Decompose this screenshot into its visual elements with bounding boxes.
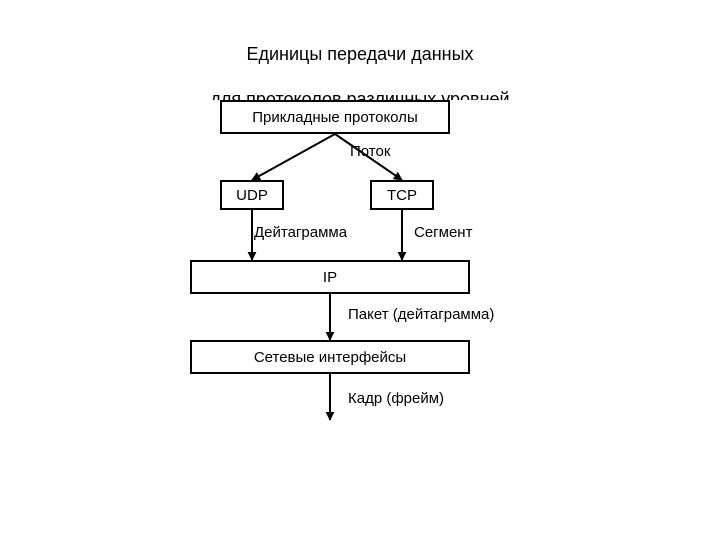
page: { "title": { "line1": "Единицы передачи … [0, 0, 720, 540]
diagram-title: Единицы передачи данных для протоколов р… [0, 20, 720, 110]
node-label-app: Прикладные протоколы [252, 109, 417, 126]
title-line1: Единицы передачи данных [246, 44, 473, 64]
edge-label-datagram: Дейтаграмма [254, 224, 347, 241]
node-net: Сетевые интерфейсы [190, 340, 470, 374]
edge-label-flow: Поток [350, 143, 390, 160]
node-udp: UDP [220, 180, 284, 210]
protocol-stack-diagram: Прикладные протоколы UDP TCP IP Сетевые инте… [190, 100, 550, 440]
edge-app_bottom [252, 134, 335, 180]
node-label-udp: UDP [236, 187, 268, 204]
node-label-tcp: TCP [387, 187, 417, 204]
edge-label-segment: Сегмент [414, 224, 472, 241]
node-label-ip: IP [323, 269, 337, 286]
edge-label-frame: Кадр (фрейм) [348, 390, 444, 407]
node-app: Прикладные протоколы [220, 100, 450, 134]
edge-label-packet: Пакет (дейтаграмма) [348, 306, 494, 323]
node-ip: IP [190, 260, 470, 294]
node-tcp: TCP [370, 180, 434, 210]
node-label-net: Сетевые интерфейсы [254, 349, 406, 366]
